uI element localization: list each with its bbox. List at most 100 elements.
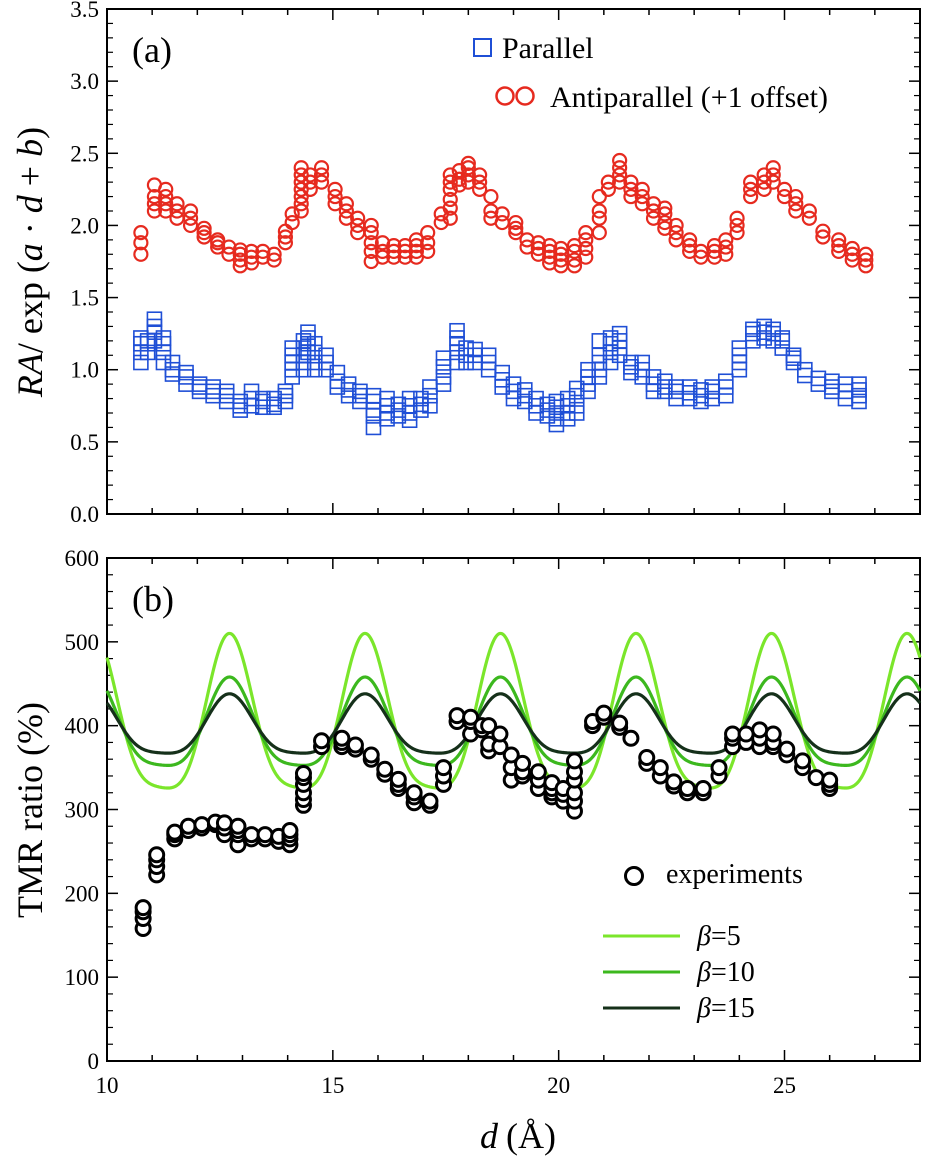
antiparallel-point	[232, 242, 248, 258]
antiparallel-point	[591, 188, 607, 205]
antiparallel-point	[302, 174, 318, 190]
parallel-point	[164, 354, 181, 371]
parallel-point	[528, 390, 544, 407]
antiparallel-point	[293, 181, 309, 197]
experiment-point	[362, 746, 380, 764]
antiparallel-point	[158, 188, 174, 205]
antiparallel-point	[578, 240, 594, 257]
antiparallel-point	[158, 203, 174, 219]
experiment-point	[502, 746, 520, 764]
parallel-point	[851, 376, 867, 392]
antiparallel-point	[313, 167, 330, 183]
antiparallel-point	[718, 246, 734, 262]
antiparallel-point	[508, 220, 524, 236]
antiparallel-point	[293, 203, 309, 219]
antiparallel-point	[765, 174, 781, 190]
antiparallel-point	[158, 196, 174, 212]
legend-antiparallel-marker-2	[515, 86, 535, 106]
antiparallel-point	[182, 210, 199, 226]
antiparallel-point	[756, 174, 772, 190]
antiparallel-point	[146, 188, 163, 205]
experiment-point	[229, 817, 247, 835]
experiments-series	[134, 704, 839, 938]
parallel-point	[717, 387, 734, 404]
antiparallel-point	[196, 220, 212, 236]
antiparallel-point	[363, 235, 379, 251]
legend-beta15-label: β=15	[696, 993, 755, 1024]
beta-curve-5	[105, 631, 922, 790]
antiparallel-point	[266, 252, 282, 268]
experiment-point	[638, 749, 656, 767]
antiparallel-point	[634, 188, 650, 205]
panel-b-ytick-label: 100	[65, 965, 100, 990]
parallel-point	[306, 335, 323, 352]
antiparallel-point	[433, 214, 449, 231]
ylabel-part-close: )	[10, 127, 50, 139]
parallel-point	[435, 350, 452, 366]
antiparallel-point	[623, 174, 639, 190]
ylabel-part-a: a	[10, 243, 50, 261]
experiment-point	[376, 760, 394, 778]
antiparallel-point	[293, 188, 309, 205]
antiparallel-point	[293, 196, 309, 212]
antiparallel-point	[472, 181, 488, 197]
antiparallel-point	[196, 229, 212, 245]
antiparallel-point	[293, 167, 309, 183]
legend-antiparallel-label: Antiparallel (+1 offset)	[550, 81, 828, 114]
antiparallel-point	[293, 160, 309, 176]
antiparallel-point	[133, 235, 149, 251]
ylabel-part-b: b	[10, 139, 50, 157]
antiparallel-point	[182, 217, 199, 234]
antiparallel-point	[338, 196, 354, 212]
parallel-point	[329, 364, 346, 381]
experiment-point	[665, 773, 683, 791]
parallel-point	[516, 382, 533, 398]
parallel-point	[505, 376, 522, 392]
parallel-point	[611, 325, 628, 342]
panel-b-ytick-label: 200	[65, 881, 100, 906]
experiment-point	[751, 721, 769, 739]
panel-b-xtick-label: 15	[321, 1073, 344, 1098]
antiparallel-point	[508, 225, 524, 241]
legend-beta10-value: =10	[711, 957, 755, 988]
antiparallel-point	[858, 252, 874, 268]
panel-b-ylabel: TMR ratio (%)	[10, 702, 50, 918]
experiment-point	[651, 759, 669, 777]
experiment-point	[794, 752, 812, 770]
panel-b-ticks	[106, 557, 921, 1062]
experiment-point	[421, 792, 439, 810]
antiparallel-point	[338, 210, 354, 226]
panel-b-ytick-label: 300	[65, 798, 100, 823]
parallel-point	[810, 376, 827, 392]
panel-b-ytick-label: 500	[65, 630, 100, 655]
antiparallel-point	[363, 225, 379, 241]
panel-b: 0 100 200 300 400 500 600 10 15 20 25 (b) experim…	[10, 546, 922, 1156]
antiparallel-point	[472, 174, 488, 190]
experiment-point	[405, 784, 423, 802]
ylabel-part-ra: RA	[10, 352, 50, 398]
antiparallel-point	[494, 206, 510, 222]
antiparallel-point	[327, 188, 343, 205]
experiment-point	[778, 740, 796, 758]
panel-b-xtick-label: 10	[96, 1073, 119, 1098]
experiment-point	[256, 826, 274, 844]
antiparallel-point	[442, 191, 458, 208]
antiparallel-point	[327, 196, 343, 212]
legend-beta5-value: =5	[711, 921, 741, 952]
antiparallel-point	[831, 232, 847, 248]
experiment-point	[764, 725, 782, 743]
parallel-point	[365, 393, 382, 410]
xlabel-symbol: d	[480, 1116, 499, 1156]
panel-b-xtick-label: 20	[547, 1073, 570, 1098]
antiparallel-point	[591, 203, 607, 219]
experiment-point	[448, 707, 466, 725]
antiparallel-point	[146, 203, 163, 219]
experiment-point	[565, 752, 583, 770]
parallel-point	[178, 364, 194, 381]
antiparallel-point	[657, 200, 673, 216]
parallel-point	[480, 347, 497, 364]
experiment-point	[243, 826, 261, 844]
experiment-point	[134, 899, 152, 917]
antiparallel-point	[460, 167, 476, 183]
antiparallel-point	[668, 225, 684, 241]
